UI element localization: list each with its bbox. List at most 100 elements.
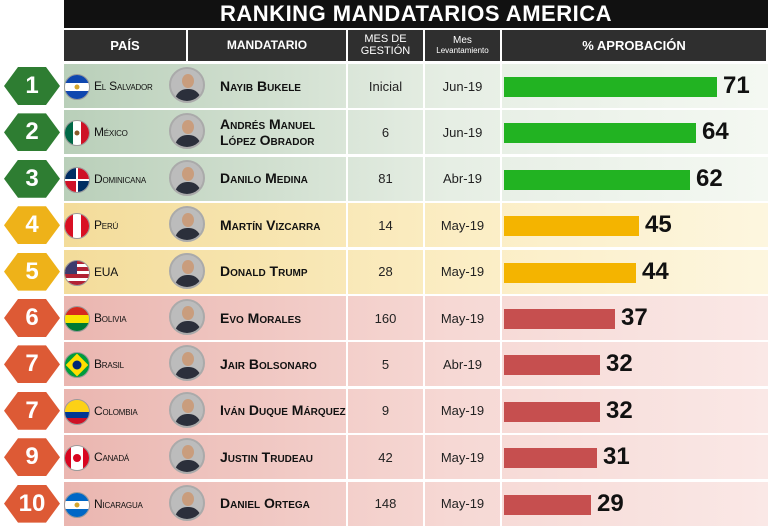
column-divider bbox=[423, 296, 425, 340]
column-divider bbox=[346, 388, 348, 433]
column-divider bbox=[423, 435, 425, 480]
approval-bar bbox=[504, 169, 690, 190]
avatar-head bbox=[182, 166, 194, 181]
header-leader: MANDATARIO bbox=[188, 30, 346, 61]
rank-badge: 1 bbox=[4, 67, 60, 105]
column-divider bbox=[346, 156, 348, 201]
leader-name: Martín Vizcarra bbox=[220, 216, 321, 233]
avatar-head bbox=[182, 74, 194, 88]
country-name: Perú bbox=[94, 218, 119, 233]
column-divider bbox=[500, 481, 502, 526]
approval-bar bbox=[504, 401, 600, 422]
avatar-head bbox=[182, 306, 194, 320]
approval-bar bbox=[504, 123, 696, 144]
avatar-body bbox=[175, 228, 201, 241]
rank-badge: 10 bbox=[4, 484, 60, 523]
avatar-body bbox=[175, 413, 201, 426]
avatar-body bbox=[175, 135, 201, 148]
approval-value-label: 37 bbox=[621, 304, 648, 331]
leader-photo-avatar bbox=[169, 113, 205, 150]
column-divider bbox=[500, 203, 502, 248]
leader-name: Iván Duque Márquez bbox=[220, 402, 346, 419]
flag-peru-icon bbox=[64, 213, 90, 240]
column-divider bbox=[346, 64, 348, 108]
column-divider bbox=[423, 249, 425, 294]
country-name: Canadá bbox=[94, 450, 130, 465]
leader-name: Danilo Medina bbox=[220, 170, 308, 187]
leader-name: Nayib Bukele bbox=[220, 77, 301, 94]
months-in-office: 14 bbox=[378, 217, 393, 233]
avatar-body bbox=[175, 274, 201, 287]
leader-photo-avatar bbox=[169, 252, 205, 289]
table-row: 7 Brasil Jair Bolsonaro 5 Abr-19 32 bbox=[0, 342, 768, 387]
leader-photo-avatar bbox=[169, 299, 205, 335]
survey-month: May-19 bbox=[440, 496, 485, 512]
flag-el-salvador-icon bbox=[64, 74, 90, 100]
column-divider bbox=[500, 435, 502, 480]
approval-bar bbox=[504, 448, 597, 469]
column-divider bbox=[346, 435, 348, 480]
header-months: MES DE GESTIÓN bbox=[348, 30, 423, 61]
header-months-line1: MES DE bbox=[364, 32, 407, 45]
months-in-office: 6 bbox=[381, 124, 390, 140]
survey-month: Abr-19 bbox=[442, 356, 483, 372]
column-divider bbox=[346, 481, 348, 526]
survey-month: May-19 bbox=[440, 264, 485, 280]
approval-bar bbox=[504, 216, 639, 237]
table-row: 3 Dominicana Danilo Medina 81 Abr-19 62 bbox=[0, 156, 768, 201]
column-divider bbox=[500, 388, 502, 433]
rank-badge: 7 bbox=[4, 345, 60, 384]
column-divider bbox=[346, 296, 348, 340]
approval-bar bbox=[504, 355, 600, 376]
country-name: México bbox=[94, 125, 128, 140]
country-name: El Salvador bbox=[94, 79, 153, 93]
rank-badge: 3 bbox=[4, 159, 60, 198]
header-months-line2: GESTIÓN bbox=[360, 44, 411, 57]
column-divider bbox=[500, 110, 502, 155]
leader-photo-avatar bbox=[169, 345, 205, 382]
header-survey-line1: Mes bbox=[453, 35, 472, 47]
avatar-head bbox=[182, 398, 194, 413]
approval-bar bbox=[504, 77, 717, 97]
column-divider bbox=[423, 481, 425, 526]
column-divider bbox=[500, 342, 502, 387]
leader-photo-avatar bbox=[169, 159, 205, 196]
survey-month: Jun-19 bbox=[442, 78, 483, 94]
table-row: 7 Colombia Iván Duque Márquez 9 May-19 32 bbox=[0, 388, 768, 433]
survey-month: May-19 bbox=[440, 449, 485, 465]
country-name: Dominicana bbox=[94, 171, 147, 186]
column-divider bbox=[423, 342, 425, 387]
months-in-office: Inicial bbox=[368, 78, 403, 94]
column-divider bbox=[423, 203, 425, 248]
country-name: Colombia bbox=[94, 403, 138, 418]
avatar-body bbox=[175, 367, 201, 380]
rank-badge: 7 bbox=[4, 391, 60, 430]
rank-badge: 6 bbox=[4, 299, 60, 337]
flag-colombia-icon bbox=[64, 398, 90, 425]
approval-value-label: 44 bbox=[642, 257, 669, 285]
rank-badge: 4 bbox=[4, 206, 60, 245]
table-row: 1 El Salvador Nayib Bukele Inicial Jun-19 71 bbox=[0, 64, 768, 108]
approval-value-label: 64 bbox=[702, 118, 729, 146]
column-divider bbox=[346, 342, 348, 387]
country-name: Bolivia bbox=[94, 311, 127, 325]
leader-photo-avatar bbox=[169, 391, 205, 428]
leader-photo-avatar bbox=[169, 438, 205, 475]
column-divider bbox=[423, 388, 425, 433]
avatar-head bbox=[182, 259, 194, 274]
column-divider bbox=[500, 296, 502, 340]
avatar-head bbox=[182, 120, 194, 135]
approval-value-label: 32 bbox=[606, 350, 633, 378]
rank-badge: 5 bbox=[4, 252, 60, 291]
survey-month: Abr-19 bbox=[442, 171, 483, 187]
approval-value-label: 45 bbox=[645, 211, 672, 239]
months-in-office: 42 bbox=[378, 449, 393, 465]
survey-month: May-19 bbox=[440, 403, 485, 419]
country-name: EUA bbox=[94, 264, 119, 279]
column-divider bbox=[346, 249, 348, 294]
approval-bar bbox=[504, 309, 615, 329]
months-in-office: 28 bbox=[378, 264, 393, 280]
table-row: 2 México Andrés Manuel López Obrador 6 Jun-1… bbox=[0, 110, 768, 155]
survey-month: Jun-19 bbox=[442, 124, 483, 140]
flag-dominicana-icon bbox=[64, 166, 90, 193]
